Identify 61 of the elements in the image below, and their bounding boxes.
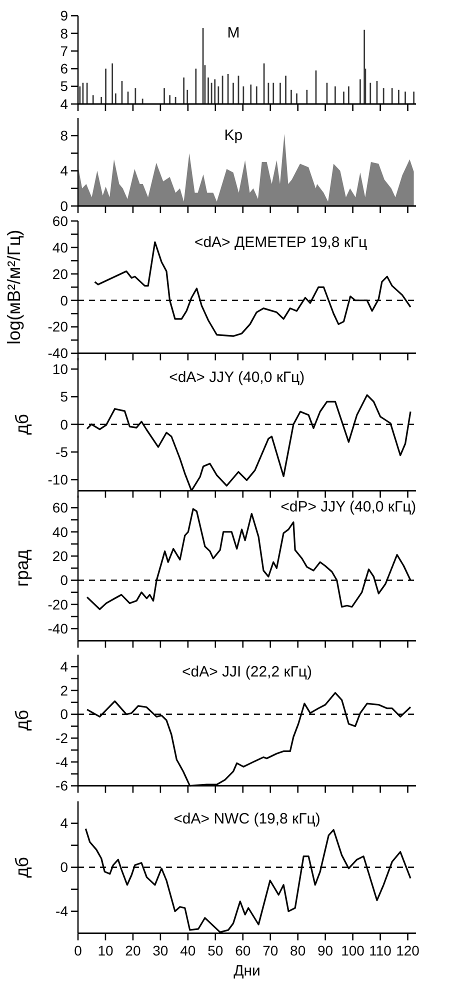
y-tick-label: 7 <box>60 42 68 59</box>
x-axis-title: Дни <box>234 962 260 980</box>
y-axis-title: дб <box>12 856 32 878</box>
y-tick-label: 4 <box>60 658 68 675</box>
y-tick-label: 6 <box>60 60 68 77</box>
x-tick-label: 30 <box>152 942 168 958</box>
y-tick-label: 8 <box>60 25 68 42</box>
y-tick-label: 4 <box>60 815 68 832</box>
x-tick-label: 90 <box>318 942 334 958</box>
text: <dA> ДЕМЕТЕР 19,8 кГц <box>194 234 368 251</box>
y-tick-label: 0 <box>60 572 68 588</box>
y-tick-label: 20 <box>52 548 68 564</box>
y-tick-label: -20 <box>48 318 68 335</box>
y-tick-label: -10 <box>48 472 68 488</box>
y-tick-label: 40 <box>52 239 68 256</box>
y-tick-label: 0 <box>60 198 68 214</box>
y-tick-label: 0 <box>60 292 68 308</box>
text: <dA> JJY (40,0 кГц) <box>169 369 305 386</box>
y-tick-label: 9 <box>60 8 68 24</box>
y-tick-label: 4 <box>60 162 68 179</box>
x-tick-label: 80 <box>290 942 306 958</box>
x-tick-label: 60 <box>235 942 251 958</box>
x-tick-label: 0 <box>74 942 82 958</box>
y-tick-label: 0 <box>60 706 68 722</box>
x-tick-label: 10 <box>98 942 114 958</box>
y-tick-label: -20 <box>48 596 68 612</box>
y-axis-title: дб <box>12 710 32 731</box>
y-tick-label: 5 <box>60 388 68 405</box>
text: Kp <box>224 127 243 144</box>
y-tick-label: -5 <box>56 444 68 460</box>
y-tick-label: 5 <box>60 78 68 94</box>
y-tick-label: 2 <box>60 682 68 698</box>
y-tick-label: 20 <box>52 266 68 282</box>
y-tick-label: 4 <box>60 96 68 112</box>
y-tick-label: -6 <box>56 778 68 794</box>
text: M <box>227 24 240 42</box>
y-axis-title: log(мВ²/м²/Гц) <box>4 230 24 345</box>
text: <dA> JJI (22,2 кГц) <box>182 664 312 681</box>
y-tick-label: -4 <box>56 903 68 920</box>
y-tick-label: 0 <box>60 859 68 876</box>
text: <dA> NWC (19,8 кГц) <box>174 810 320 828</box>
x-tick-label: 120 <box>396 942 420 958</box>
x-tick-label: 110 <box>369 942 392 958</box>
chart-title: <dP> JJY (40,0 кГц) <box>280 498 416 516</box>
y-tick-label: -2 <box>56 730 68 746</box>
x-tick-label: 100 <box>341 942 365 958</box>
y-tick-label: 0 <box>60 416 68 432</box>
y-tick-label: -40 <box>48 620 68 637</box>
x-tick-label: 20 <box>125 942 141 958</box>
y-tick-label: -4 <box>56 754 68 770</box>
y-axis-title: град <box>12 549 32 587</box>
y-tick-label: 40 <box>52 524 68 540</box>
y-tick-label: 8 <box>60 128 68 144</box>
y-tick-label: 10 <box>52 360 68 377</box>
y-tick-label: -40 <box>48 345 68 362</box>
y-tick-label: 60 <box>52 212 68 229</box>
x-tick-label: 40 <box>180 942 196 958</box>
x-tick-label: 50 <box>208 942 224 958</box>
y-tick-label: 60 <box>52 500 68 516</box>
x-tick-label: 70 <box>262 942 278 958</box>
y-axis-title: дб <box>12 414 32 435</box>
